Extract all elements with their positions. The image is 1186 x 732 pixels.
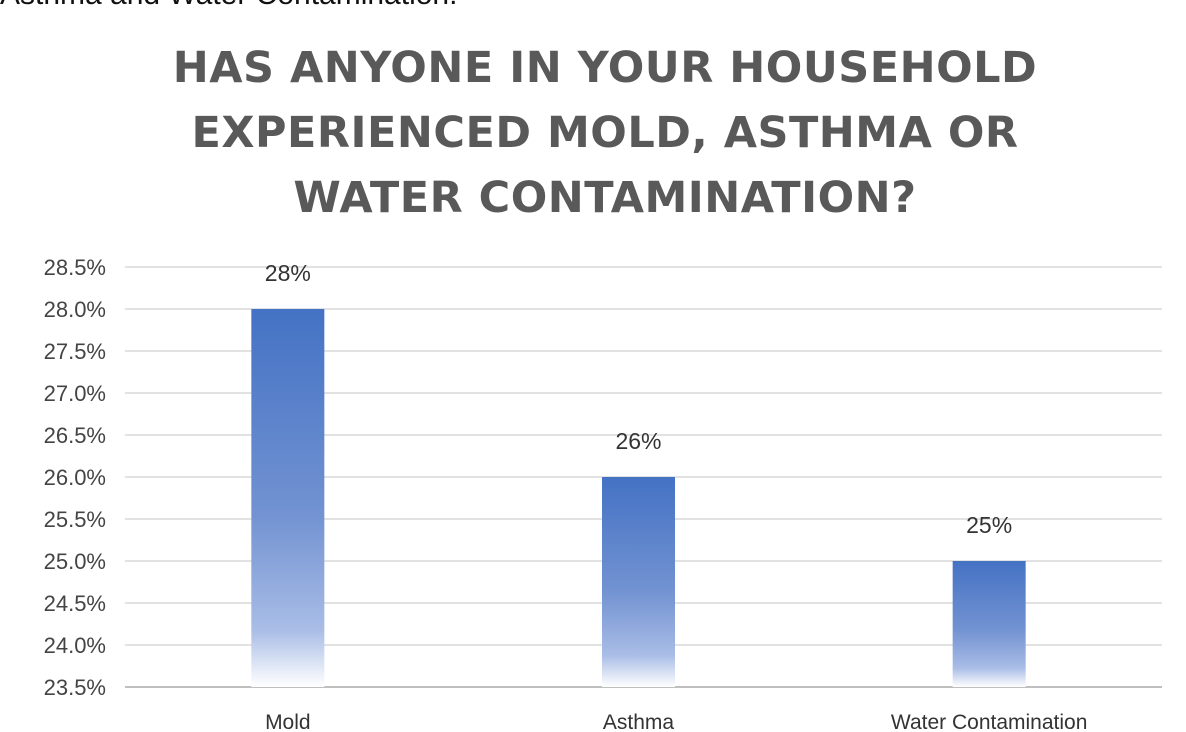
x-category-label: Water Contamination (891, 711, 1087, 732)
y-tick-label: 27.0% (44, 381, 106, 406)
chart-title-line-3: WATER CONTAMINATION? (293, 173, 917, 223)
y-tick-label: 28.5% (44, 255, 106, 280)
data-label: 25% (966, 512, 1012, 538)
chart-title: HAS ANYONE IN YOUR HOUSEHOLD EXPERIENCED… (120, 36, 1090, 231)
x-category-label: Asthma (603, 711, 675, 732)
chart-title-line-2: EXPERIENCED MOLD, ASTHMA OR (191, 108, 1019, 158)
data-label: 28% (265, 260, 311, 286)
bar (251, 309, 325, 687)
top-caption: Asthma and Water Contamination. (0, 0, 457, 12)
y-tick-label: 24.0% (44, 633, 106, 658)
data-label: 26% (615, 428, 661, 454)
y-tick-label: 25.0% (44, 549, 106, 574)
y-tick-label: 28.0% (44, 297, 106, 322)
y-tick-label: 24.5% (44, 591, 106, 616)
y-tick-label: 25.5% (44, 507, 106, 532)
y-tick-label: 27.5% (44, 339, 106, 364)
y-tick-label: 26.0% (44, 465, 106, 490)
chart-title-line-1: HAS ANYONE IN YOUR HOUSEHOLD (172, 43, 1038, 93)
y-tick-label: 26.5% (44, 423, 106, 448)
y-tick-label: 23.5% (44, 675, 106, 700)
bar (952, 561, 1026, 687)
x-category-label: Mold (265, 711, 311, 732)
bar (602, 477, 675, 687)
